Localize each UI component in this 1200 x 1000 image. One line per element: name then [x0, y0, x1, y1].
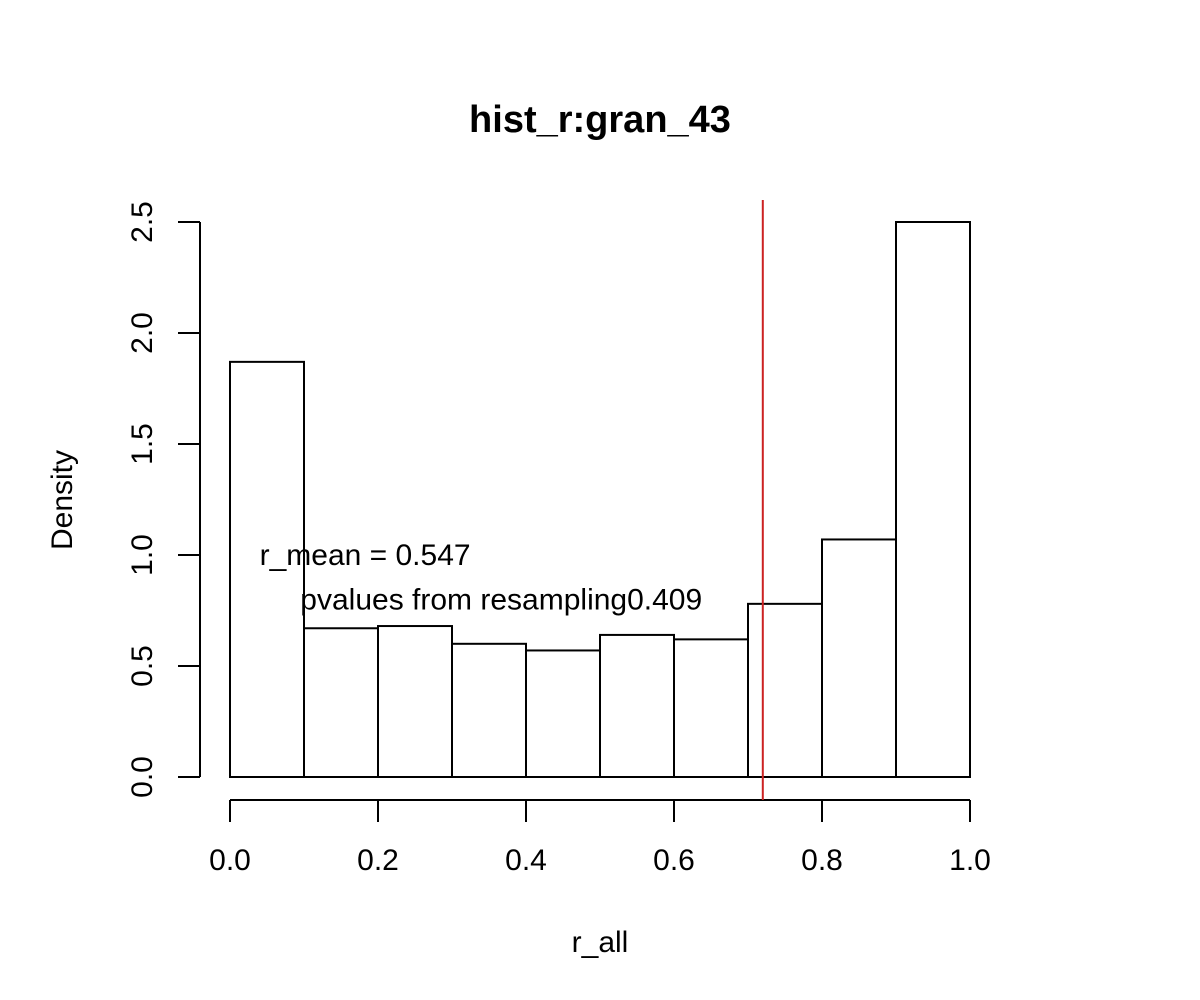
histogram-bar-6	[673, 638, 749, 778]
y-axis-label: Density	[46, 450, 79, 550]
histogram-bar-7	[747, 602, 823, 779]
histogram-bar-5	[599, 633, 675, 778]
y-tick-label-1: 0.5	[126, 645, 159, 687]
x-tick-label-2: 0.4	[505, 844, 547, 877]
y-tick-label-5: 2.5	[126, 201, 159, 243]
histogram-bar-4	[525, 649, 601, 779]
annotations: r_mean = 0.547 pvalues from resampling0.4…	[260, 539, 703, 616]
y-tick-label-0: 0.0	[126, 756, 159, 798]
x-tick-label-3: 0.6	[653, 844, 695, 877]
histogram-bar-8	[821, 538, 897, 779]
histogram-bar-0	[229, 360, 305, 778]
chart-title: hist_r:gran_43	[469, 99, 731, 141]
histogram-bar-2	[377, 625, 453, 778]
x-tick-label-5: 1.0	[949, 844, 991, 877]
x-tick-label-0: 0.0	[209, 844, 251, 877]
histogram-bars	[229, 221, 971, 779]
y-tick-label-4: 2.0	[126, 312, 159, 354]
histogram-bar-1	[303, 627, 379, 779]
annotation-0: r_mean = 0.547	[260, 539, 471, 572]
histogram-bar-9	[895, 221, 971, 778]
histogram-bar-3	[451, 642, 527, 778]
y-tick-label-3: 1.5	[126, 423, 159, 465]
annotation-1: pvalues from resampling0.409	[300, 583, 702, 616]
y-axis: 0.0 0.5 1.0 1.5 2.0 2.5	[126, 201, 201, 798]
y-tick-label-2: 1.0	[126, 534, 159, 576]
x-axis: 0.0 0.2 0.4 0.6 0.8 1.0	[209, 799, 991, 877]
x-tick-label-1: 0.2	[357, 844, 399, 877]
x-tick-label-4: 0.8	[801, 844, 843, 877]
x-axis-label: r_all	[572, 926, 629, 959]
